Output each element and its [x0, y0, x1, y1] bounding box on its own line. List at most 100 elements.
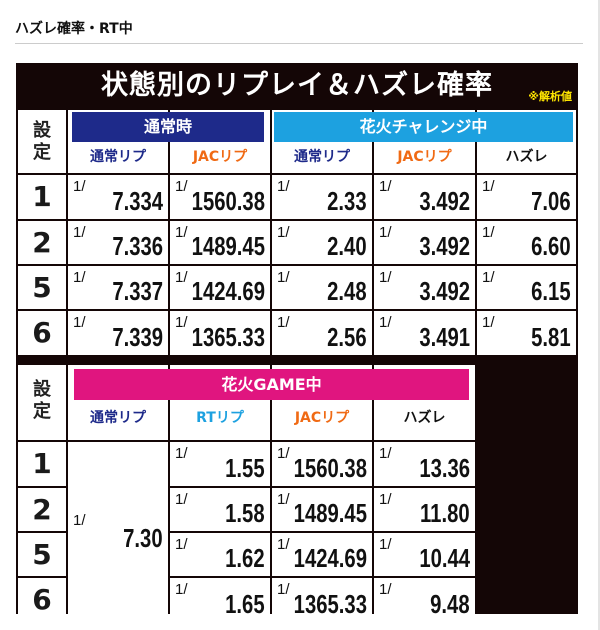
value-cell: 1/1424.69 — [170, 266, 270, 309]
value-cell: 1/2.56 — [272, 311, 372, 355]
probability-value: 2.56 — [327, 322, 367, 352]
fraction-prefix: 1/ — [277, 581, 290, 598]
value-cell: 1/3.492 — [374, 175, 475, 219]
fraction-prefix: 1/ — [175, 581, 188, 598]
value-cell: 1/13.36 — [374, 442, 475, 486]
probability-value: 1365.33 — [293, 589, 367, 619]
fraction-prefix: 1/ — [379, 178, 392, 195]
column-header: ハズレ — [403, 410, 446, 426]
probability-value: 7.30 — [123, 523, 163, 553]
divider — [15, 43, 583, 44]
fraction-prefix: 1/ — [277, 536, 290, 553]
fraction-prefix: 1/ — [379, 581, 392, 598]
probability-value: 2.48 — [327, 276, 367, 306]
value-cell: 1/1365.33 — [170, 311, 270, 355]
value-cell: 1/1.62 — [170, 533, 270, 576]
scrollbar[interactable] — [598, 0, 600, 630]
group-header: 花火チャレンジ中 — [274, 112, 573, 142]
fraction-prefix: 1/ — [175, 269, 188, 286]
value-cell: 1/10.44 — [374, 533, 475, 576]
value-cell: 1/7.06 — [477, 175, 576, 219]
fraction-prefix: 1/ — [482, 314, 495, 331]
value-cell: 1/11.80 — [374, 488, 475, 531]
fraction-prefix: 1/ — [482, 224, 495, 241]
fraction-prefix: 1/ — [175, 224, 188, 241]
fraction-prefix: 1/ — [482, 178, 495, 195]
probability-value: 10.44 — [419, 543, 470, 573]
probability-value: 1560.38 — [293, 453, 367, 483]
probability-value: 1.58 — [225, 498, 265, 528]
probability-value: 3.492 — [419, 231, 470, 261]
value-cell: 1/7.337 — [68, 266, 168, 309]
value-cell: 1/7.339 — [68, 311, 168, 355]
probability-value: 1424.69 — [293, 543, 367, 573]
probability-value: 1489.45 — [191, 231, 265, 261]
column-header: ハズレ — [505, 149, 548, 165]
fraction-prefix: 1/ — [73, 314, 86, 331]
fraction-prefix: 1/ — [277, 491, 290, 508]
probability-value: 1424.69 — [191, 276, 265, 306]
value-cell: 1/7.334 — [68, 175, 168, 219]
column-header: 通常リプ — [90, 149, 146, 165]
probability-value: 3.492 — [419, 186, 470, 216]
probability-value: 5.81 — [531, 322, 571, 352]
group-header: 花火GAME中 — [74, 369, 469, 400]
probability-value: 1.62 — [225, 543, 265, 573]
value-cell-merged: 1/7.30 — [68, 442, 168, 622]
probability-value: 1365.33 — [191, 322, 265, 352]
probability-value: 3.492 — [419, 276, 470, 306]
value-cell: 1/1424.69 — [272, 533, 372, 576]
probability-table: 状態別のリプレイ＆ハズレ確率 ※解析値 設定 通常リプ JACリプ 通常リプ JACリプ… — [16, 63, 578, 622]
group-header: 通常時 — [72, 112, 264, 142]
fraction-prefix: 1/ — [379, 314, 392, 331]
fraction-prefix: 1/ — [175, 445, 188, 462]
fraction-prefix: 1/ — [73, 512, 86, 529]
fraction-prefix: 1/ — [379, 269, 392, 286]
probability-value: 6.60 — [531, 231, 571, 261]
probability-value: 11.80 — [420, 498, 470, 528]
analysis-note: ※解析値 — [528, 90, 572, 103]
fraction-prefix: 1/ — [277, 314, 290, 331]
fraction-prefix: 1/ — [277, 269, 290, 286]
value-cell: 1/2.33 — [272, 175, 372, 219]
setting-number: 2 — [18, 221, 66, 264]
fraction-prefix: 1/ — [277, 445, 290, 462]
probability-value: 7.334 — [112, 186, 163, 216]
value-cell: 1/2.40 — [272, 221, 372, 264]
value-cell: 1/3.491 — [374, 311, 475, 355]
setting-number: 5 — [18, 266, 66, 309]
setting-number: 6 — [18, 578, 66, 622]
fraction-prefix: 1/ — [175, 314, 188, 331]
value-cell: 1/1.65 — [170, 578, 270, 622]
fraction-prefix: 1/ — [73, 224, 86, 241]
value-cell: 1/6.60 — [477, 221, 576, 264]
setting-header: 設定 — [18, 110, 66, 173]
value-cell: 1/1560.38 — [272, 442, 372, 486]
probability-value: 7.337 — [112, 276, 163, 306]
probability-value: 1560.38 — [191, 186, 265, 216]
probability-value: 9.48 — [430, 589, 470, 619]
probability-value: 2.40 — [327, 231, 367, 261]
probability-value: 7.339 — [112, 322, 163, 352]
value-cell: 1/1489.45 — [170, 221, 270, 264]
probability-value: 1.65 — [225, 589, 265, 619]
setting-header: 設定 — [18, 365, 66, 440]
probability-value: 6.15 — [531, 276, 571, 306]
fraction-prefix: 1/ — [277, 224, 290, 241]
value-cell: 1/1.55 — [170, 442, 270, 486]
column-header: JACリプ — [192, 149, 248, 165]
value-cell: 1/5.81 — [477, 311, 576, 355]
fraction-prefix: 1/ — [379, 491, 392, 508]
value-cell: 1/3.492 — [374, 266, 475, 309]
fraction-prefix: 1/ — [379, 224, 392, 241]
value-cell: 1/3.492 — [374, 221, 475, 264]
value-cell: 1/1365.33 — [272, 578, 372, 622]
value-cell: 1/1.58 — [170, 488, 270, 531]
value-cell: 1/6.15 — [477, 266, 576, 309]
column-header: 通常リプ — [90, 410, 146, 426]
value-cell: 1/9.48 — [374, 578, 475, 622]
fraction-prefix: 1/ — [482, 269, 495, 286]
fraction-prefix: 1/ — [379, 445, 392, 462]
probability-value: 7.06 — [531, 186, 571, 216]
probability-value: 3.491 — [419, 322, 470, 352]
